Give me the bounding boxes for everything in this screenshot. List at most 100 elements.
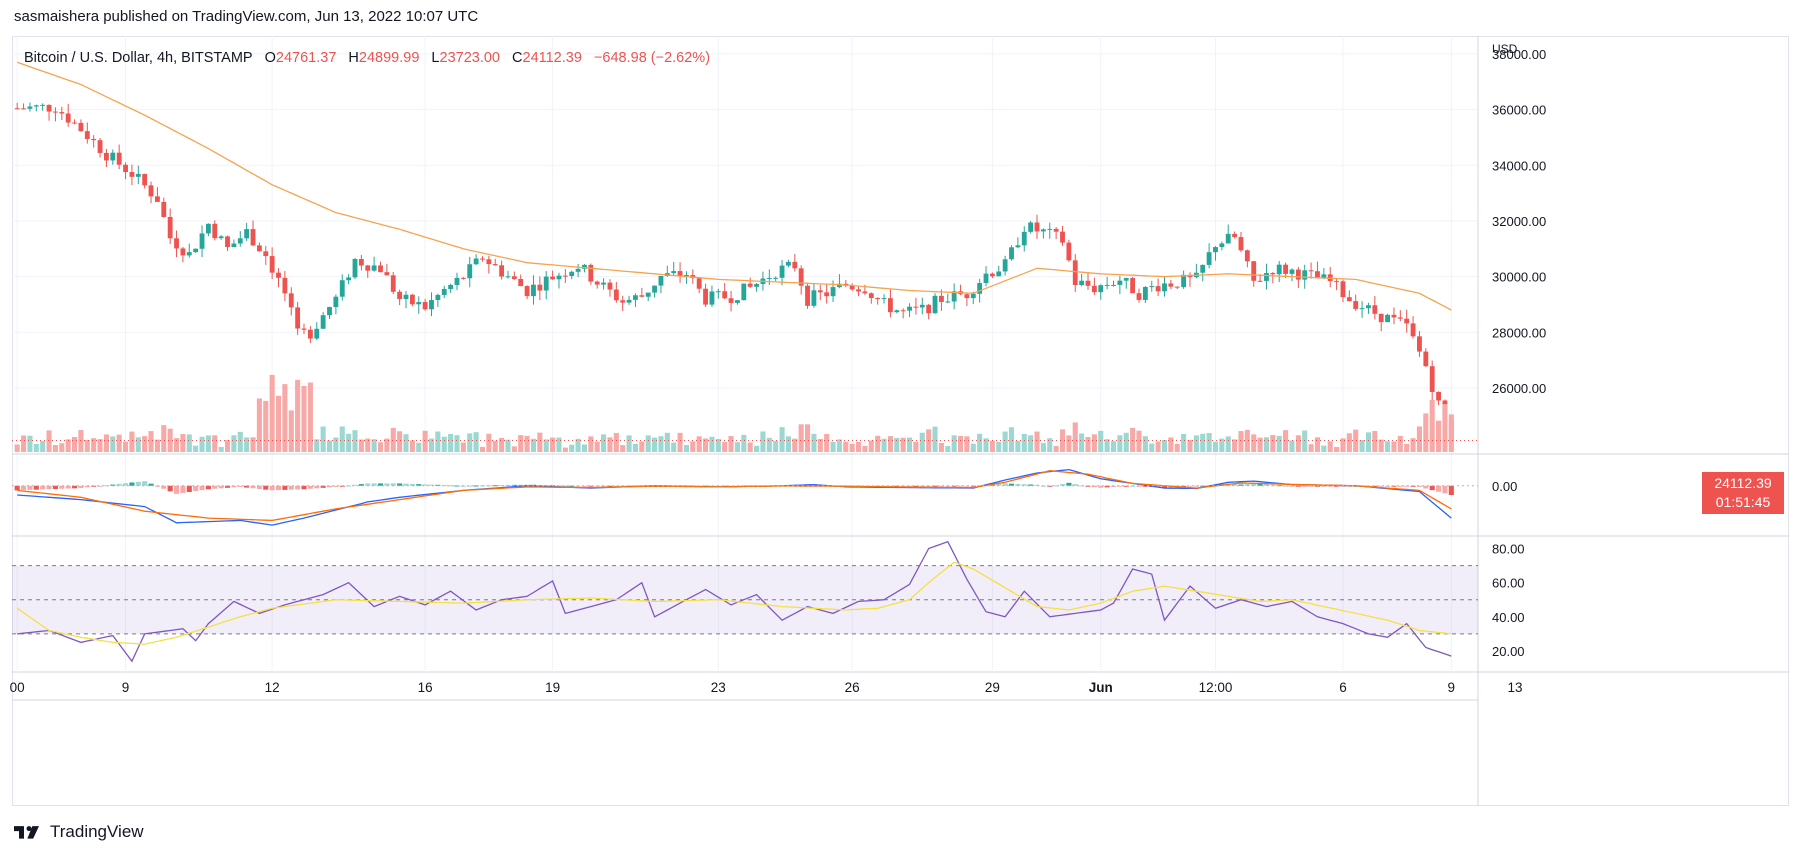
volume-bar — [499, 437, 505, 452]
currency-label: USD — [1492, 42, 1518, 56]
volume-bar — [365, 438, 371, 452]
time-tick-label: 29 — [985, 680, 1000, 695]
volume-bar — [263, 400, 269, 452]
macd-histogram-bar — [352, 484, 358, 486]
chart-frame[interactable] — [12, 36, 1789, 806]
candle-body — [454, 277, 460, 285]
macd-histogram-bar — [390, 483, 396, 486]
macd-histogram-bar — [1002, 483, 1008, 486]
time-tick-label: Jun — [1089, 680, 1113, 695]
candle-body — [875, 298, 881, 300]
volume-bar — [798, 424, 804, 452]
candle-body — [945, 301, 951, 303]
volume-bar — [288, 410, 294, 452]
candle-body — [314, 328, 320, 339]
open-value: 24761.37 — [275, 50, 337, 66]
candle-body — [1162, 283, 1167, 292]
macd-histogram-bar — [1334, 485, 1340, 487]
volume-bar — [1110, 441, 1117, 452]
candle-body — [1104, 284, 1110, 286]
volume-bar — [537, 432, 543, 452]
candle-body — [1072, 260, 1078, 286]
volume-bar — [677, 432, 683, 452]
candle-body — [1391, 314, 1397, 318]
candle-body — [715, 291, 721, 293]
candle-body — [174, 238, 179, 249]
volume-bar — [103, 434, 109, 452]
close-value: 24112.39 — [522, 50, 582, 66]
candle-body — [237, 238, 243, 244]
publisher-header: sasmaishera published on TradingView.com… — [14, 8, 479, 25]
candles — [14, 102, 1454, 450]
volume-bar — [1244, 429, 1250, 452]
time-tick-label: 13 — [1508, 680, 1523, 695]
price-tick-label: 36000.00 — [1492, 103, 1546, 118]
volume-bar — [601, 434, 607, 452]
volume-bar — [173, 438, 180, 452]
macd-histogram-bar — [409, 483, 415, 486]
macd-histogram-bar — [1066, 482, 1072, 486]
candle-body — [1021, 231, 1027, 246]
volume-bar — [358, 439, 364, 452]
candle-body — [1047, 228, 1053, 230]
candle-body — [180, 248, 186, 256]
macd-histogram-bar — [129, 482, 135, 486]
macd-histogram-bar — [1436, 485, 1442, 492]
volume-bar — [887, 436, 893, 452]
volume-bar — [1136, 430, 1142, 452]
candle-body — [1423, 351, 1429, 367]
candle-body — [894, 310, 900, 313]
volume-bar — [1327, 441, 1333, 452]
volume-bar — [620, 445, 626, 452]
macd-histogram-bar — [1232, 484, 1238, 486]
volume-bar — [1410, 438, 1416, 452]
volume-bar — [1346, 433, 1352, 452]
candle-body — [919, 304, 925, 308]
candle-body — [1410, 323, 1416, 337]
volume-bar — [1187, 439, 1193, 452]
candle-body — [492, 264, 498, 266]
candle-body — [1123, 278, 1129, 281]
volume-bar — [626, 435, 632, 452]
volume-bar — [773, 440, 779, 452]
macd-histogram-bar — [78, 485, 84, 489]
candle-body — [27, 106, 33, 109]
rsi-tick-label: 40.00 — [1492, 610, 1525, 625]
candle-body — [352, 258, 358, 278]
candle-body — [511, 276, 517, 280]
macd-histogram-bar — [1372, 485, 1378, 487]
volume-bar — [473, 432, 479, 452]
candle-body — [46, 104, 52, 112]
macd-histogram-bar — [1308, 485, 1314, 487]
volume-bar — [65, 439, 71, 452]
volume-bar — [1072, 422, 1078, 452]
volume-bar — [754, 445, 760, 452]
macd-histogram-bar — [1123, 485, 1129, 487]
volume-bar — [671, 442, 677, 452]
volume-bar — [709, 436, 715, 452]
footer-brand[interactable]: TradingView — [14, 822, 144, 842]
candle-body — [1028, 222, 1034, 232]
macd-histogram-bar — [1142, 485, 1148, 487]
volume-bar — [1161, 440, 1168, 452]
macd-histogram-bar — [295, 485, 301, 490]
macd-histogram-bar — [256, 485, 262, 489]
macd-histogram-bar — [333, 485, 339, 487]
candle-body — [1091, 285, 1097, 293]
macd-histogram-bar — [1187, 485, 1193, 487]
macd-histogram-bar — [167, 485, 173, 492]
volume-bar — [696, 436, 702, 452]
volume-bar — [1174, 443, 1180, 452]
rsi-ma-line — [16, 561, 1452, 645]
rsi-tick-label: 60.00 — [1492, 576, 1525, 591]
candle-body — [582, 264, 587, 269]
volume-bar — [906, 437, 913, 452]
candle-body — [556, 275, 562, 280]
footer-brand-text: TradingView — [50, 822, 144, 841]
candle-body — [486, 259, 492, 265]
volume-bar — [1321, 445, 1327, 452]
volume-bar — [1404, 443, 1410, 452]
macd-histogram-bar — [52, 485, 58, 489]
volume-bar — [938, 442, 944, 452]
